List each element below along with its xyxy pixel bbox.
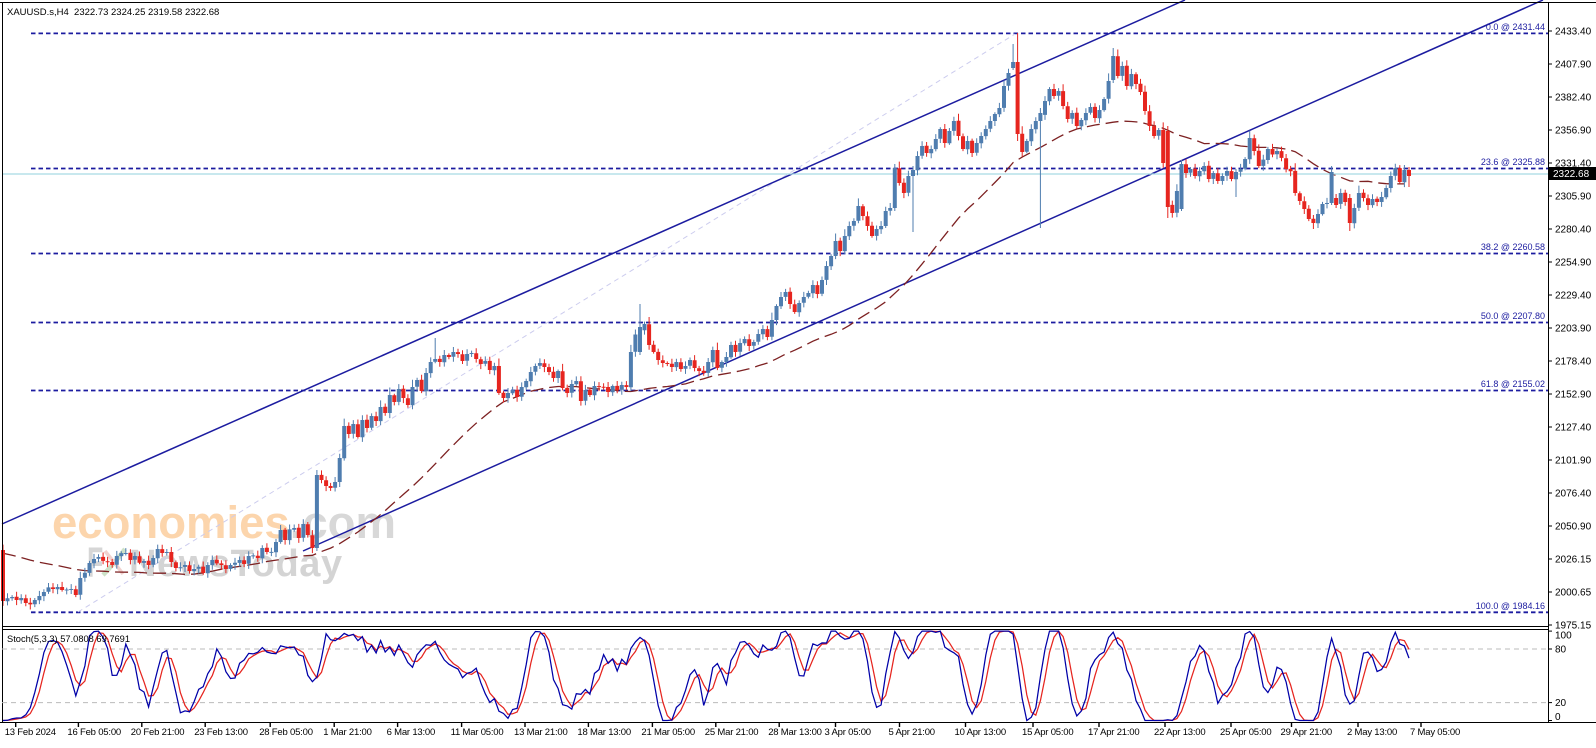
svg-text:2305.90: 2305.90 [1555, 192, 1592, 203]
svg-text:6 Mar 13:00: 6 Mar 13:00 [387, 727, 436, 738]
svg-text:100: 100 [1555, 631, 1572, 642]
svg-text:18 Mar 13:00: 18 Mar 13:00 [577, 727, 631, 738]
svg-text:11 Mar 05:00: 11 Mar 05:00 [451, 727, 504, 738]
svg-text:2152.90: 2152.90 [1555, 390, 1592, 401]
svg-text:2076.40: 2076.40 [1555, 489, 1592, 500]
svg-text:2127.40: 2127.40 [1555, 423, 1592, 434]
svg-text:7 May 05:00: 7 May 05:00 [1410, 727, 1460, 738]
svg-text:17 Apr 21:00: 17 Apr 21:00 [1088, 727, 1139, 738]
svg-text:29 Apr 21:00: 29 Apr 21:00 [1281, 727, 1332, 738]
svg-text:2322.68: 2322.68 [1553, 169, 1590, 180]
svg-text:2382.40: 2382.40 [1555, 93, 1592, 104]
svg-text:50.0 @ 2207.80: 50.0 @ 2207.80 [1481, 311, 1545, 321]
svg-text:2000.65: 2000.65 [1555, 588, 1592, 599]
svg-text:2026.15: 2026.15 [1555, 555, 1592, 566]
svg-text:23.6 @ 2325.88: 23.6 @ 2325.88 [1481, 157, 1545, 167]
svg-text:2178.40: 2178.40 [1555, 357, 1592, 368]
svg-text:1 Mar 21:00: 1 Mar 21:00 [323, 727, 372, 738]
svg-text:XAUUSD.s,H4 2322.73 2324.25 2: XAUUSD.s,H4 2322.73 2324.25 2319.58 2322… [7, 7, 219, 18]
svg-text:2280.40: 2280.40 [1555, 225, 1592, 236]
svg-text:2356.90: 2356.90 [1555, 126, 1592, 137]
svg-text:15 Apr 05:00: 15 Apr 05:00 [1022, 727, 1073, 738]
svg-text:13 Mar 21:00: 13 Mar 21:00 [514, 727, 568, 738]
svg-text:80: 80 [1555, 645, 1567, 656]
svg-text:38.2 @ 2260.58: 38.2 @ 2260.58 [1481, 242, 1545, 252]
svg-text:2050.90: 2050.90 [1555, 522, 1592, 533]
svg-text:23 Feb 13:00: 23 Feb 13:00 [194, 727, 248, 738]
svg-text:20: 20 [1555, 698, 1567, 709]
svg-text:2203.90: 2203.90 [1555, 324, 1592, 335]
svg-text:1975.15: 1975.15 [1555, 621, 1592, 632]
svg-text:28 Mar 13:00: 28 Mar 13:00 [768, 727, 822, 738]
svg-text:100.0 @ 1984.16: 100.0 @ 1984.16 [1476, 601, 1545, 611]
svg-text:28 Feb 05:00: 28 Feb 05:00 [259, 727, 313, 738]
svg-text:0: 0 [1555, 712, 1561, 723]
svg-text:20 Feb 21:00: 20 Feb 21:00 [131, 727, 185, 738]
svg-text:25 Apr 05:00: 25 Apr 05:00 [1220, 727, 1271, 738]
svg-text:13 Feb 2024: 13 Feb 2024 [5, 727, 56, 738]
svg-text:22 Apr 13:00: 22 Apr 13:00 [1154, 727, 1205, 738]
svg-text:2254.90: 2254.90 [1555, 258, 1592, 269]
svg-text:10 Apr 13:00: 10 Apr 13:00 [955, 727, 1006, 738]
svg-text:2229.40: 2229.40 [1555, 291, 1592, 302]
svg-text:Stoch(5,3,3) 57.0808 69.7691: Stoch(5,3,3) 57.0808 69.7691 [7, 634, 130, 644]
svg-text:0.0 @ 2431.44: 0.0 @ 2431.44 [1486, 22, 1545, 32]
svg-text:25 Mar 21:00: 25 Mar 21:00 [705, 727, 759, 738]
svg-text:2331.40: 2331.40 [1555, 159, 1592, 170]
svg-text:21 Mar 05:00: 21 Mar 05:00 [641, 727, 695, 738]
svg-text:2101.90: 2101.90 [1555, 456, 1592, 467]
svg-text:5 Apr 21:00: 5 Apr 21:00 [889, 727, 935, 738]
svg-text:3 Apr 05:00: 3 Apr 05:00 [825, 727, 871, 738]
svg-text:2407.90: 2407.90 [1555, 60, 1592, 71]
svg-text:16 Feb 05:00: 16 Feb 05:00 [67, 727, 121, 738]
svg-text:2433.40: 2433.40 [1555, 27, 1592, 38]
svg-text:2 May 13:00: 2 May 13:00 [1347, 727, 1397, 738]
svg-text:61.8 @ 2155.02: 61.8 @ 2155.02 [1481, 379, 1545, 389]
